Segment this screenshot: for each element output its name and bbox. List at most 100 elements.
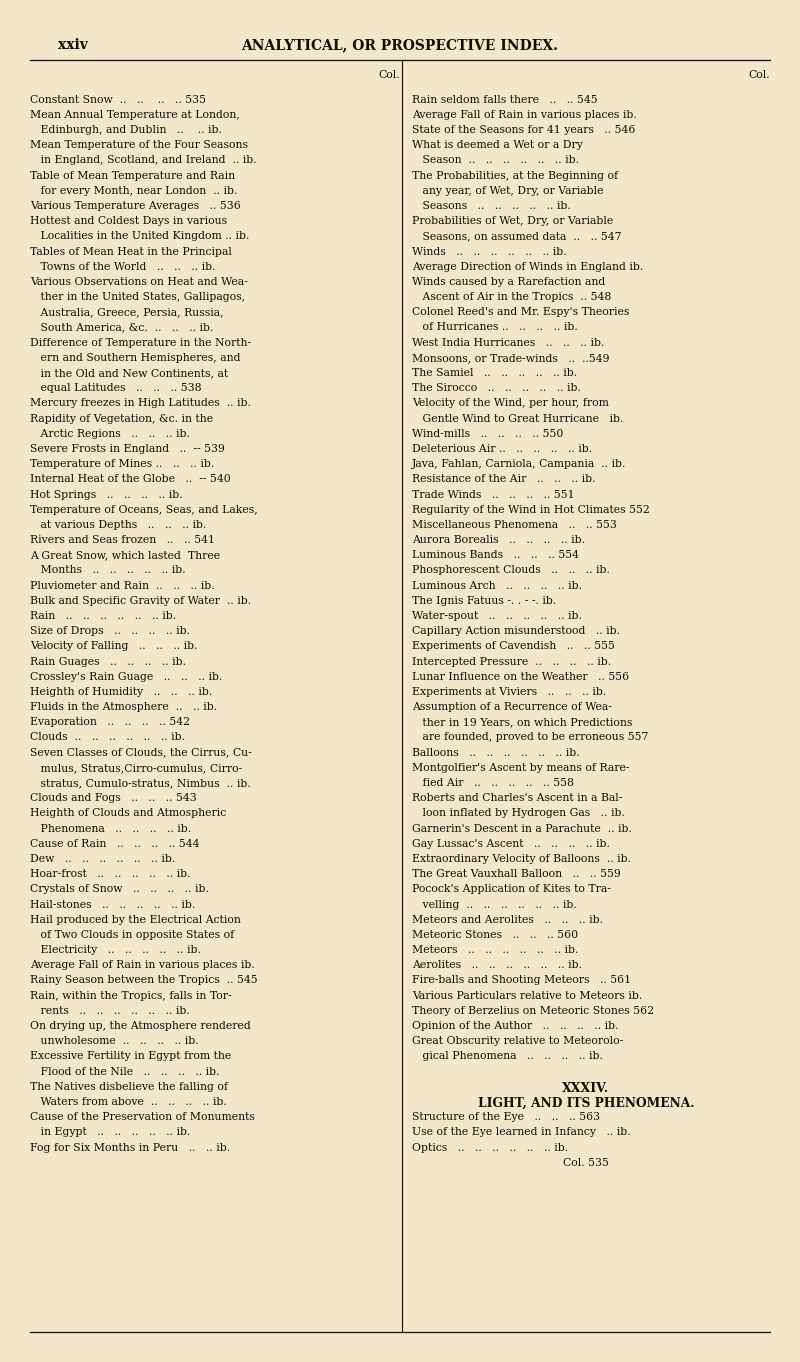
Text: Water-spout   ..   ..   ..   ..   .. ib.: Water-spout .. .. .. .. .. ib. xyxy=(412,612,582,621)
Text: Seasons, on assumed data  ..   .. 547: Seasons, on assumed data .. .. 547 xyxy=(412,232,622,241)
Text: Various Temperature Averages   .. 536: Various Temperature Averages .. 536 xyxy=(30,202,241,211)
Text: Season  ..   ..   ..   ..   ..   .. ib.: Season .. .. .. .. .. .. ib. xyxy=(412,155,579,165)
Text: The Samiel   ..   ..   ..   ..   .. ib.: The Samiel .. .. .. .. .. ib. xyxy=(412,368,577,379)
Text: Garnerin's Descent in a Parachute  .. ib.: Garnerin's Descent in a Parachute .. ib. xyxy=(412,824,632,834)
Text: Temperature of Mines ..   ..   .. ib.: Temperature of Mines .. .. .. ib. xyxy=(30,459,214,469)
Text: Winds caused by a Rarefaction and: Winds caused by a Rarefaction and xyxy=(412,276,606,287)
Text: Severe Frosts in England   ..  -- 539: Severe Frosts in England .. -- 539 xyxy=(30,444,226,454)
Text: Meteors   ..   ..   ..   ..   ..   .. ib.: Meteors .. .. .. .. .. .. ib. xyxy=(412,945,578,955)
Text: Col.: Col. xyxy=(748,71,770,80)
Text: Clouds  ..   ..   ..   ..   ..   .. ib.: Clouds .. .. .. .. .. .. ib. xyxy=(30,733,186,742)
Text: xxiv: xxiv xyxy=(58,38,87,52)
Text: What is deemed a Wet or a Dry: What is deemed a Wet or a Dry xyxy=(412,140,583,150)
Text: Intercepted Pressure  ..   ..   ..   .. ib.: Intercepted Pressure .. .. .. .. ib. xyxy=(412,656,611,666)
Text: Various Particulars relative to Meteors ib.: Various Particulars relative to Meteors … xyxy=(412,990,642,1001)
Text: Phosphorescent Clouds   ..   ..   .. ib.: Phosphorescent Clouds .. .. .. ib. xyxy=(412,565,610,575)
Text: Regularity of the Wind in Hot Climates 552: Regularity of the Wind in Hot Climates 5… xyxy=(412,505,650,515)
Text: Mean Temperature of the Four Seasons: Mean Temperature of the Four Seasons xyxy=(30,140,248,150)
Text: Various Observations on Heat and Wea-: Various Observations on Heat and Wea- xyxy=(30,276,248,287)
Text: Dew   ..   ..   ..   ..   ..   .. ib.: Dew .. .. .. .. .. .. ib. xyxy=(30,854,176,864)
Text: for every Month, near London  .. ib.: for every Month, near London .. ib. xyxy=(30,185,238,196)
Text: Hot Springs   ..   ..   ..   .. ib.: Hot Springs .. .. .. .. ib. xyxy=(30,489,183,500)
Text: Java, Fahlan, Carniola, Campania  .. ib.: Java, Fahlan, Carniola, Campania .. ib. xyxy=(412,459,626,469)
Text: Velocity of the Wind, per hour, from: Velocity of the Wind, per hour, from xyxy=(412,398,609,409)
Text: The Natives disbelieve the falling of: The Natives disbelieve the falling of xyxy=(30,1081,229,1092)
Text: ANALYTICAL, OR PROSPECTIVE INDEX.: ANALYTICAL, OR PROSPECTIVE INDEX. xyxy=(242,38,558,52)
Text: LIGHT, AND ITS PHENOMENA.: LIGHT, AND ITS PHENOMENA. xyxy=(478,1096,694,1110)
Text: XXXIV.: XXXIV. xyxy=(562,1081,610,1095)
Text: gical Phenomena   ..   ..   ..   .. ib.: gical Phenomena .. .. .. .. ib. xyxy=(412,1051,603,1061)
Text: Use of the Eye learned in Infancy   .. ib.: Use of the Eye learned in Infancy .. ib. xyxy=(412,1128,630,1137)
Text: Clouds and Fogs   ..   ..   .. 543: Clouds and Fogs .. .. .. 543 xyxy=(30,793,197,804)
Text: equal Latitudes   ..   ..   .. 538: equal Latitudes .. .. .. 538 xyxy=(30,383,202,394)
Text: Miscellaneous Phenomena   ..   .. 553: Miscellaneous Phenomena .. .. 553 xyxy=(412,520,617,530)
Text: Extraordinary Velocity of Balloons  .. ib.: Extraordinary Velocity of Balloons .. ib… xyxy=(412,854,631,864)
Text: Opinion of the Author   ..   ..   ..   .. ib.: Opinion of the Author .. .. .. .. ib. xyxy=(412,1022,618,1031)
Text: Gay Lussac's Ascent   ..   ..   ..   .. ib.: Gay Lussac's Ascent .. .. .. .. ib. xyxy=(412,839,610,849)
Text: at various Depths   ..   ..   .. ib.: at various Depths .. .. .. ib. xyxy=(30,520,206,530)
Text: Colonel Reed's and Mr. Espy's Theories: Colonel Reed's and Mr. Espy's Theories xyxy=(412,308,630,317)
Text: Cause of Rain   ..   ..   ..   .. 544: Cause of Rain .. .. .. .. 544 xyxy=(30,839,200,849)
Text: Edinburgh, and Dublin   ..    .. ib.: Edinburgh, and Dublin .. .. ib. xyxy=(30,125,222,135)
Text: in Egypt   ..   ..   ..   ..   .. ib.: in Egypt .. .. .. .. .. ib. xyxy=(30,1128,190,1137)
Text: of Two Clouds in opposite States of: of Two Clouds in opposite States of xyxy=(30,930,234,940)
Text: Towns of the World   ..   ..   .. ib.: Towns of the World .. .. .. ib. xyxy=(30,262,216,271)
Text: Temperature of Oceans, Seas, and Lakes,: Temperature of Oceans, Seas, and Lakes, xyxy=(30,505,258,515)
Text: Velocity of Falling   ..   ..   .. ib.: Velocity of Falling .. .. .. ib. xyxy=(30,642,198,651)
Text: Meteoric Stones   ..   ..   .. 560: Meteoric Stones .. .. .. 560 xyxy=(412,930,578,940)
Text: Hail-stones   ..   ..   ..   ..   .. ib.: Hail-stones .. .. .. .. .. ib. xyxy=(30,899,196,910)
Text: Gentle Wind to Great Hurricane   ib.: Gentle Wind to Great Hurricane ib. xyxy=(412,414,623,424)
Text: Rapidity of Vegetation, &c. in the: Rapidity of Vegetation, &c. in the xyxy=(30,414,214,424)
Text: in the Old and New Continents, at: in the Old and New Continents, at xyxy=(30,368,229,379)
Text: Fire-balls and Shooting Meteors   .. 561: Fire-balls and Shooting Meteors .. 561 xyxy=(412,975,631,986)
Text: Constant Snow  ..   ..    ..   .. 535: Constant Snow .. .. .. .. 535 xyxy=(30,95,206,105)
Text: Trade Winds   ..   ..   ..   .. 551: Trade Winds .. .. .. .. 551 xyxy=(412,489,574,500)
Text: Seasons   ..   ..   ..   ..   .. ib.: Seasons .. .. .. .. .. ib. xyxy=(412,202,570,211)
Text: Rain seldom falls there   ..   .. 545: Rain seldom falls there .. .. 545 xyxy=(412,95,598,105)
Text: Resistance of the Air   ..   ..   .. ib.: Resistance of the Air .. .. .. ib. xyxy=(412,474,595,485)
Text: Deleterious Air ..   ..   ..   ..   .. ib.: Deleterious Air .. .. .. .. .. ib. xyxy=(412,444,592,454)
Text: Lunar Influence on the Weather   .. 556: Lunar Influence on the Weather .. 556 xyxy=(412,671,629,682)
Text: Roberts and Charles's Ascent in a Bal-: Roberts and Charles's Ascent in a Bal- xyxy=(412,793,622,804)
Text: Rainy Season between the Tropics  .. 545: Rainy Season between the Tropics .. 545 xyxy=(30,975,258,986)
Text: West India Hurricanes   ..   ..   .. ib.: West India Hurricanes .. .. .. ib. xyxy=(412,338,604,347)
Text: Ascent of Air in the Tropics  .. 548: Ascent of Air in the Tropics .. 548 xyxy=(412,291,611,302)
Text: The Probabilities, at the Beginning of: The Probabilities, at the Beginning of xyxy=(412,170,618,181)
Text: Rain Guages   ..   ..   ..   .. ib.: Rain Guages .. .. .. .. ib. xyxy=(30,656,186,666)
Text: Average Fall of Rain in various places ib.: Average Fall of Rain in various places i… xyxy=(412,110,637,120)
Text: Flood of the Nile   ..   ..   ..   .. ib.: Flood of the Nile .. .. .. .. ib. xyxy=(30,1066,220,1076)
Text: Meteors and Aerolites   ..   ..   .. ib.: Meteors and Aerolites .. .. .. ib. xyxy=(412,915,603,925)
Text: stratus, Cumulo-stratus, Nimbus  .. ib.: stratus, Cumulo-stratus, Nimbus .. ib. xyxy=(30,778,251,789)
Text: On drying up, the Atmosphere rendered: On drying up, the Atmosphere rendered xyxy=(30,1022,251,1031)
Text: Luminous Bands   ..   ..   .. 554: Luminous Bands .. .. .. 554 xyxy=(412,550,579,560)
Text: Aurora Borealis   ..   ..   ..   .. ib.: Aurora Borealis .. .. .. .. ib. xyxy=(412,535,585,545)
Text: Mercury freezes in High Latitudes  .. ib.: Mercury freezes in High Latitudes .. ib. xyxy=(30,398,251,409)
Text: Localities in the United Kingdom .. ib.: Localities in the United Kingdom .. ib. xyxy=(30,232,250,241)
Text: Balloons   ..   ..   ..   ..   ..   .. ib.: Balloons .. .. .. .. .. .. ib. xyxy=(412,748,580,757)
Text: Col.: Col. xyxy=(378,71,400,80)
Text: unwholesome  ..   ..   ..   .. ib.: unwholesome .. .. .. .. ib. xyxy=(30,1036,199,1046)
Text: of Hurricanes ..   ..   ..   .. ib.: of Hurricanes .. .. .. .. ib. xyxy=(412,323,578,332)
Text: Structure of the Eye   ..   ..   .. 563: Structure of the Eye .. .. .. 563 xyxy=(412,1113,600,1122)
Text: Rain, within the Tropics, falls in Tor-: Rain, within the Tropics, falls in Tor- xyxy=(30,990,232,1001)
Text: Experiments at Viviers   ..   ..   .. ib.: Experiments at Viviers .. .. .. ib. xyxy=(412,686,606,697)
Text: Monsoons, or Trade-winds   ..  ..549: Monsoons, or Trade-winds .. ..549 xyxy=(412,353,610,362)
Text: Months   ..   ..   ..   ..   .. ib.: Months .. .. .. .. .. ib. xyxy=(30,565,186,575)
Text: in England, Scotland, and Ireland  .. ib.: in England, Scotland, and Ireland .. ib. xyxy=(30,155,257,165)
Text: Arctic Regions   ..   ..   .. ib.: Arctic Regions .. .. .. ib. xyxy=(30,429,190,439)
Text: Rain   ..   ..   ..   ..   ..   .. ib.: Rain .. .. .. .. .. .. ib. xyxy=(30,612,177,621)
Text: Cause of the Preservation of Monuments: Cause of the Preservation of Monuments xyxy=(30,1113,255,1122)
Text: Heighth of Clouds and Atmospheric: Heighth of Clouds and Atmospheric xyxy=(30,809,226,819)
Text: Assumption of a Recurrence of Wea-: Assumption of a Recurrence of Wea- xyxy=(412,701,612,712)
Text: Crystals of Snow   ..   ..   ..   .. ib.: Crystals of Snow .. .. .. .. ib. xyxy=(30,884,210,895)
Text: Average Direction of Winds in England ib.: Average Direction of Winds in England ib… xyxy=(412,262,643,271)
Text: Evaporation   ..   ..   ..   .. 542: Evaporation .. .. .. .. 542 xyxy=(30,718,190,727)
Text: velling  ..   ..   ..   ..   ..   .. ib.: velling .. .. .. .. .. .. ib. xyxy=(412,899,577,910)
Text: Phenomena   ..   ..   ..   .. ib.: Phenomena .. .. .. .. ib. xyxy=(30,824,191,834)
Text: Hail produced by the Electrical Action: Hail produced by the Electrical Action xyxy=(30,915,242,925)
Text: State of the Seasons for 41 years   .. 546: State of the Seasons for 41 years .. 546 xyxy=(412,125,635,135)
Text: Col. 535: Col. 535 xyxy=(563,1158,609,1167)
Text: Luminous Arch   ..   ..   ..   .. ib.: Luminous Arch .. .. .. .. ib. xyxy=(412,580,582,591)
Text: Montgolfier's Ascent by means of Rare-: Montgolfier's Ascent by means of Rare- xyxy=(412,763,630,772)
Text: loon inflated by Hydrogen Gas   .. ib.: loon inflated by Hydrogen Gas .. ib. xyxy=(412,809,625,819)
